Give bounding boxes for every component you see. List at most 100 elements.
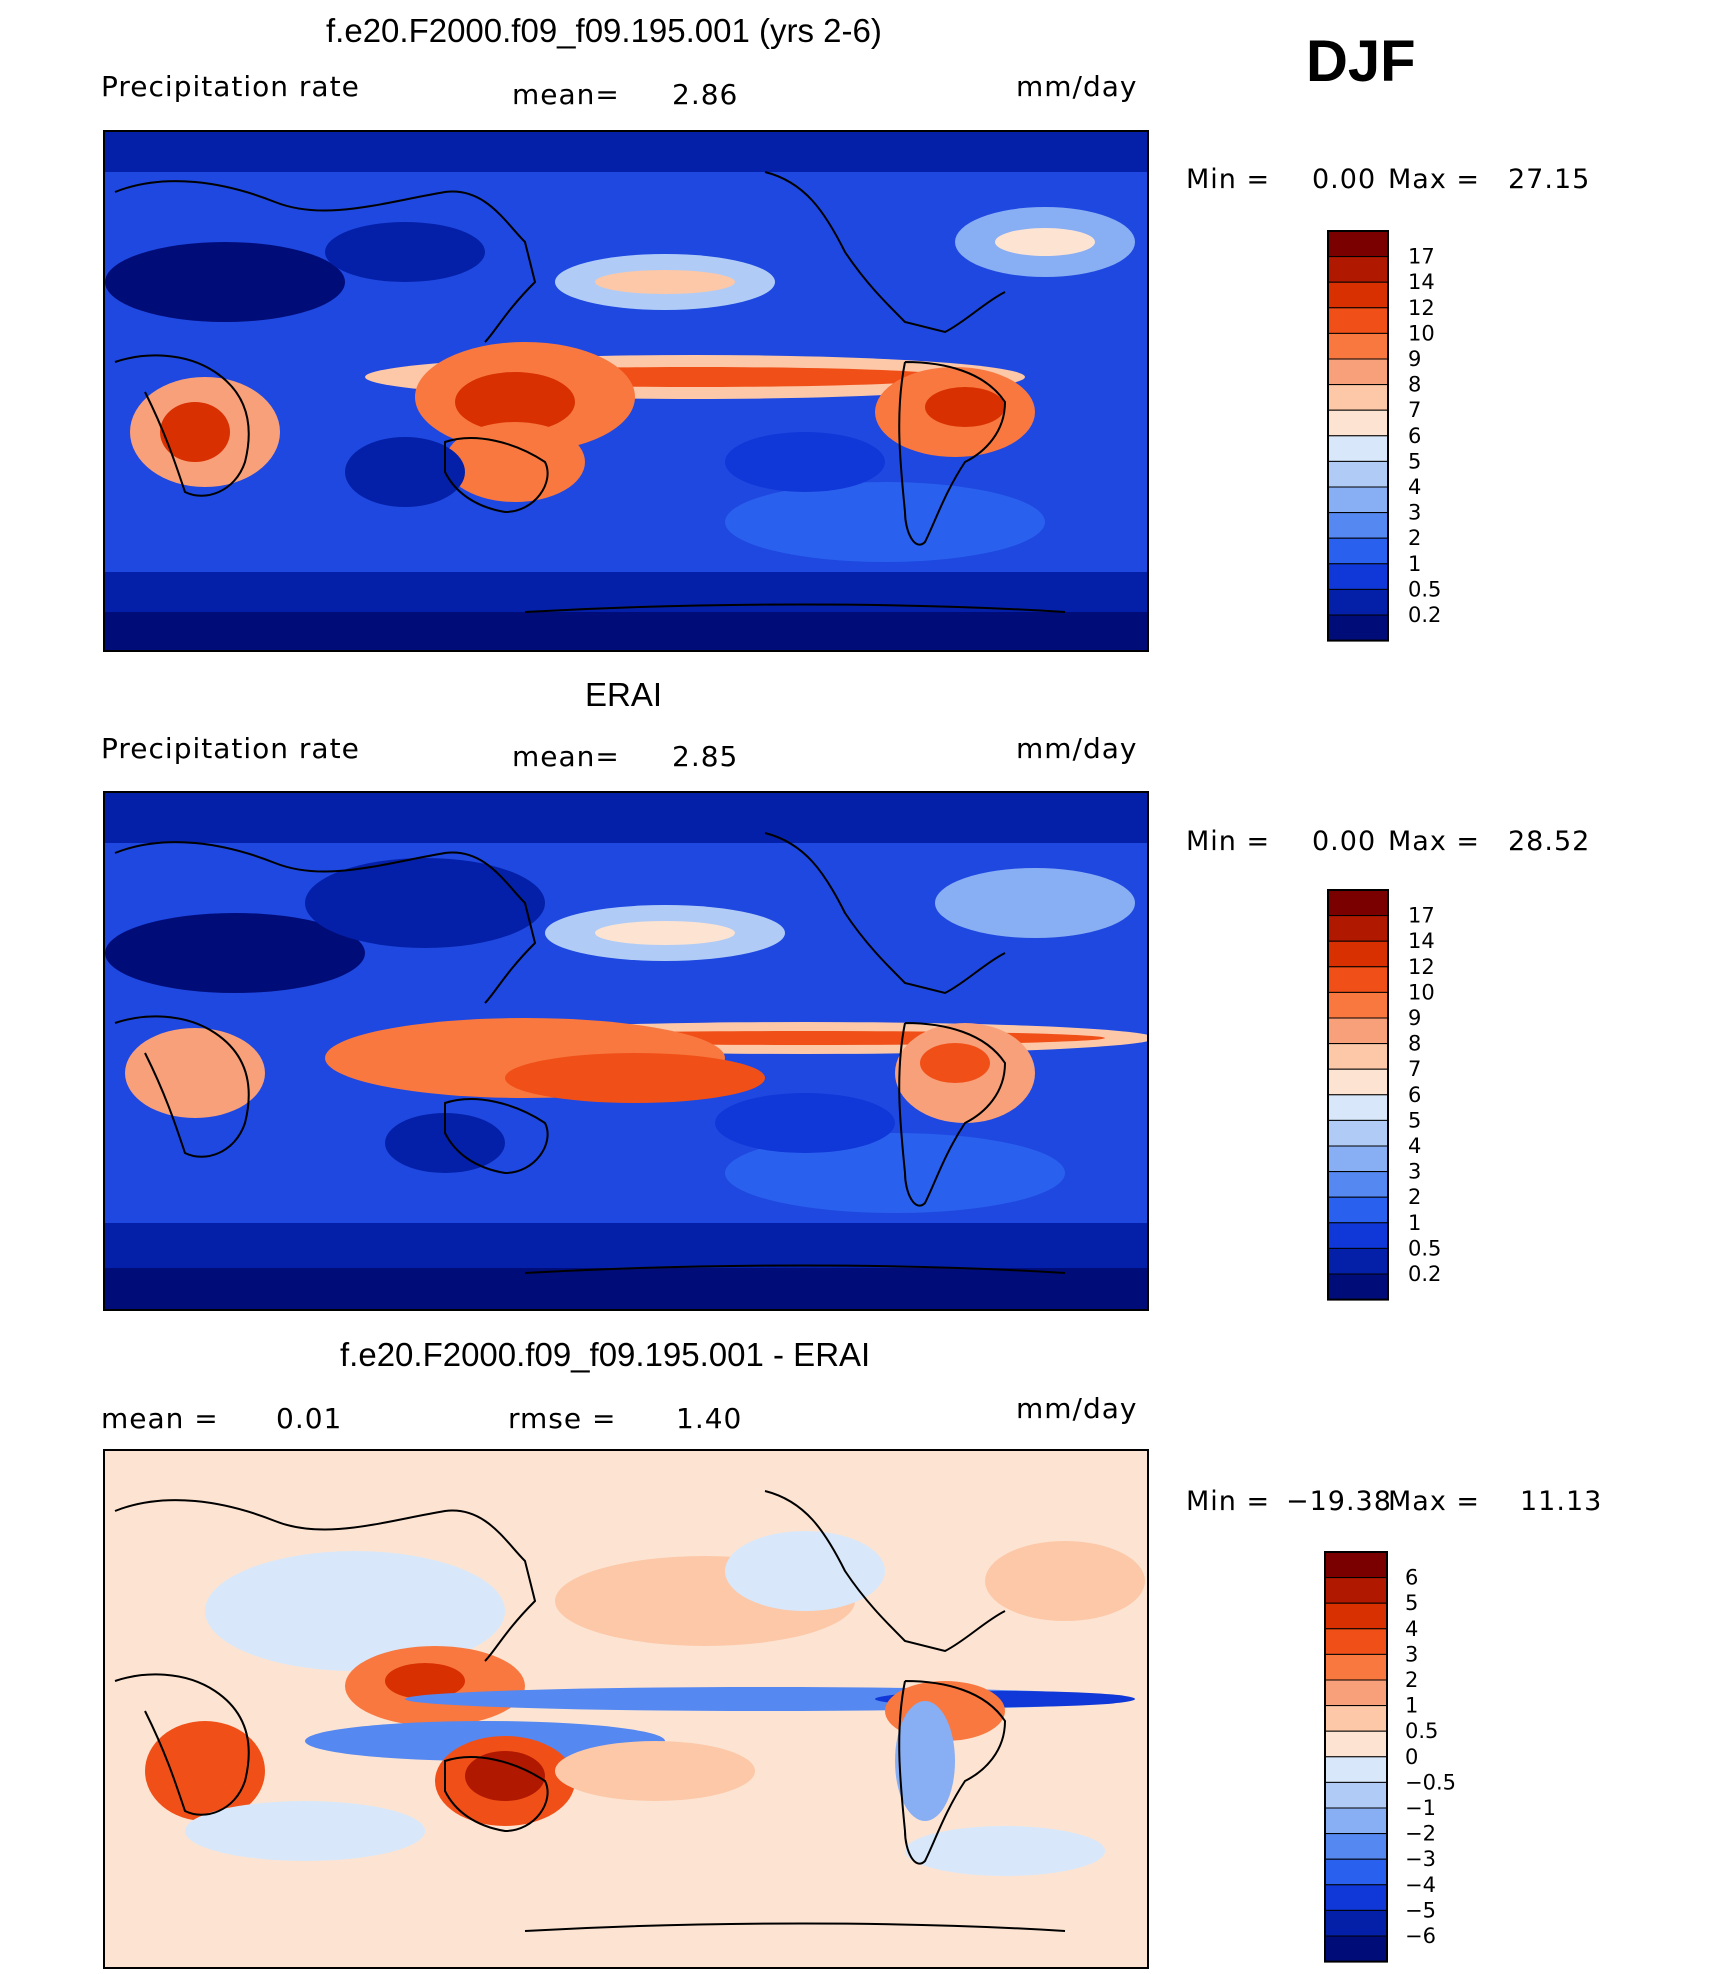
colorbar-tick-label: 2 — [1408, 526, 1421, 550]
panel-1-max-label: Max = — [1388, 164, 1481, 195]
colorbar-tick-label: 5 — [1408, 1108, 1421, 1132]
sindian-negative — [185, 1801, 425, 1861]
colorbar-tick-label: −0.5 — [1405, 1770, 1456, 1794]
colorbar-tick-label: 14 — [1408, 929, 1435, 953]
colorbar-tick-label: −1 — [1405, 1796, 1436, 1820]
colorbar-segment — [1327, 512, 1389, 539]
colorbar-segment — [1324, 1705, 1388, 1732]
panel-1-variable-label: Precipitation rate — [101, 70, 360, 103]
colorbar-segment — [1327, 940, 1389, 968]
panel-1-mean-label: mean= — [512, 78, 620, 111]
sahara-dry — [105, 242, 345, 322]
spac-positive — [555, 1741, 755, 1801]
n-america-coast — [764, 171, 1006, 334]
africa-coast — [114, 1673, 250, 1816]
colorbar-tick-label: 14 — [1408, 270, 1435, 294]
colorbar-tick-label: 1 — [1405, 1694, 1418, 1718]
panel-1-min-label: Min = — [1186, 164, 1271, 195]
colorbar-tick-label: 8 — [1408, 373, 1421, 397]
polar-band-north — [105, 132, 1147, 172]
asia-negative — [205, 1551, 505, 1671]
colorbar-tick-label: 0.2 — [1408, 1262, 1441, 1286]
asia-dry — [305, 858, 545, 948]
colorbar-segment — [1327, 230, 1389, 258]
colorbar-tick-label: 7 — [1408, 398, 1421, 422]
antarctica-coast — [524, 1922, 1066, 1932]
panel-3-mean-label: mean = — [101, 1402, 219, 1435]
colorbar-segment — [1327, 460, 1389, 488]
panel-2-mean-label: mean= — [512, 740, 620, 773]
panel-1-units: mm/day — [1016, 70, 1138, 103]
colorbar-segment — [1327, 563, 1389, 590]
colorbar-tick-label: 10 — [1408, 980, 1435, 1004]
colorbar-tick-label: 5 — [1405, 1591, 1418, 1615]
s-indian-dry — [345, 437, 465, 507]
colorbar-tick-label: 2 — [1408, 1185, 1421, 1209]
colorbar-segment — [1327, 358, 1389, 386]
colorbar-tick-label: −4 — [1405, 1873, 1436, 1897]
s-america-coast — [898, 361, 1007, 546]
colorbar-segment — [1324, 1935, 1388, 1963]
colorbar-tick-label: 5 — [1408, 449, 1421, 473]
colorbar-segment — [1327, 588, 1389, 616]
panel-1-map — [103, 130, 1149, 652]
s-indian-dry — [385, 1113, 505, 1173]
natl-positive — [985, 1541, 1145, 1621]
colorbar-segment — [1324, 1781, 1388, 1809]
warm-pool-core — [455, 372, 575, 432]
colorbar-tick-label: −6 — [1405, 1924, 1436, 1948]
colorbar-segment — [1327, 991, 1389, 1019]
colorbar-tick-label: 0.5 — [1408, 577, 1441, 601]
colorbar-segment — [1324, 1551, 1388, 1579]
panel-2-min-value: 0.00 — [1312, 826, 1377, 857]
colorbar-segment — [1327, 1094, 1389, 1121]
amazon-rain-core — [920, 1043, 990, 1083]
panel-1-field — [105, 132, 1147, 650]
se-pac-dry — [725, 432, 885, 492]
colorbar-segment — [1324, 1756, 1388, 1783]
panel-3-title: f.e20.F2000.f09_f09.195.001 - ERAI — [340, 1336, 871, 1373]
colorbar-tick-label: 9 — [1408, 347, 1421, 371]
colorbar-segment — [1327, 614, 1389, 642]
colorbar-segment — [1324, 1730, 1388, 1758]
colorbar-segment — [1327, 256, 1389, 283]
eurasia-coast — [114, 1499, 537, 1662]
panel-2-variable-label: Precipitation rate — [101, 732, 360, 765]
panel-1-mean-value: 2.86 — [672, 78, 739, 111]
n-america-coast — [764, 832, 1006, 995]
amazon-rain-core — [925, 387, 1005, 427]
panel-1-coastlines — [114, 171, 1066, 613]
colorbar-tick-label: 3 — [1408, 1160, 1421, 1184]
colorbar-tick-label: 3 — [1408, 501, 1421, 525]
australia-core — [465, 1751, 545, 1801]
colorbar-segment — [1327, 1196, 1389, 1224]
npac-storm-core — [595, 270, 735, 294]
africa-rain-core — [160, 402, 230, 462]
s-america-coast — [898, 1022, 1007, 1207]
panel-2-units: mm/day — [1016, 732, 1138, 765]
colorbar-segment — [1324, 1884, 1388, 1911]
colorbar-segment — [1324, 1858, 1388, 1886]
antarctica-coast — [524, 1264, 1066, 1274]
colorbar-tick-label: −5 — [1405, 1898, 1436, 1922]
colorbar-tick-label: 0.5 — [1405, 1719, 1438, 1743]
colorbar-segment — [1327, 384, 1389, 411]
spcz-australia — [445, 422, 585, 502]
colorbar-segment — [1327, 435, 1389, 462]
sahara-dry — [105, 913, 365, 993]
colorbar-tick-label: 0.2 — [1408, 603, 1441, 627]
colorbar-tick-label: 17 — [1408, 904, 1435, 928]
panel-3-rmse-value: 1.40 — [676, 1402, 743, 1435]
warm-pool-core — [385, 1663, 465, 1699]
colorbar-tick-label: 12 — [1408, 296, 1435, 320]
panel-3-max-value: 11.13 — [1520, 1486, 1603, 1517]
colorbar-tick-label: 4 — [1408, 475, 1421, 499]
colorbar-segment — [1327, 1222, 1389, 1249]
panel-3-field — [145, 1531, 1145, 1876]
panel-3-max-label: Max = — [1388, 1486, 1481, 1517]
colorbar-tick-label: 0 — [1405, 1745, 1418, 1769]
colorbar-tick-label: 0.5 — [1408, 1236, 1441, 1260]
panel-3-units: mm/day — [1016, 1392, 1138, 1425]
colorbar-segment — [1327, 1068, 1389, 1096]
colorbar-segment — [1324, 1628, 1388, 1655]
